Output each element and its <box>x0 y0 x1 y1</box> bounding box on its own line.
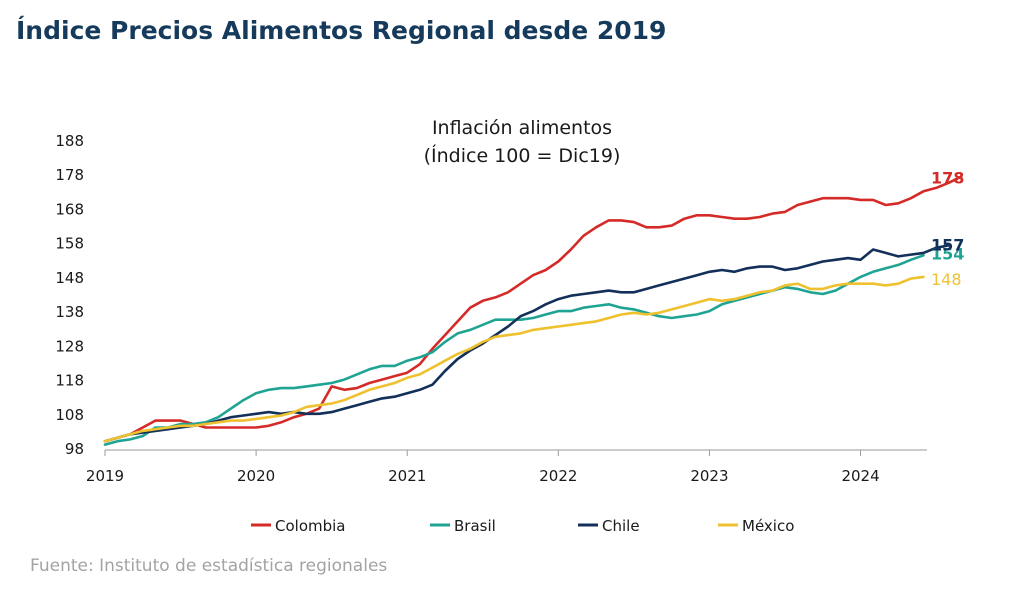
series-line-chile <box>103 244 950 443</box>
legend-label-colombia: Colombia <box>275 517 346 535</box>
series-lines <box>103 175 963 446</box>
chart-subtitle: (Índice 100 = Dic19) <box>424 144 621 167</box>
legend-label-chile: Chile <box>602 517 640 535</box>
series-line-colombia <box>103 175 963 443</box>
x-tick-label: 2021 <box>388 467 426 485</box>
series-line-méxico <box>103 275 925 443</box>
x-tick-label: 2020 <box>237 467 275 485</box>
y-tick-label: 158 <box>55 235 84 253</box>
chart-title: Inflación alimentos <box>432 117 612 139</box>
end-label-chile: 157 <box>931 235 964 254</box>
y-tick-label: 148 <box>55 269 84 287</box>
y-tick-label: 178 <box>55 166 84 184</box>
y-tick-label: 108 <box>55 406 84 424</box>
y-tick-label: 188 <box>55 132 84 150</box>
x-tick-label: 2019 <box>86 467 124 485</box>
legend-label-brasil: Brasil <box>454 517 496 535</box>
y-tick-label: 128 <box>55 337 84 355</box>
x-tick-label: 2022 <box>539 467 577 485</box>
legend: Colombia Brasil Chile México <box>251 517 794 535</box>
x-axis: 2019 2020 2021 2022 2023 2024 <box>86 449 927 485</box>
source-note: Fuente: Instituto de estadística regiona… <box>30 556 388 576</box>
y-tick-label: 168 <box>55 200 84 218</box>
y-tick-label: 98 <box>65 440 84 458</box>
legend-label-méxico: México <box>742 517 794 535</box>
y-tick-label: 138 <box>55 303 84 321</box>
end-label-méxico: 148 <box>931 270 962 289</box>
x-tick-label: 2023 <box>690 467 728 485</box>
page-title: Índice Precios Alimentos Regional desde … <box>16 16 667 45</box>
y-axis: 98 108 118 128 138 148 158 168 178 188 <box>55 132 84 458</box>
x-tick-label: 2024 <box>841 467 879 485</box>
end-label-colombia: 178 <box>931 169 964 188</box>
end-label-brasil: 154 <box>931 244 964 263</box>
y-tick-label: 118 <box>55 372 84 390</box>
